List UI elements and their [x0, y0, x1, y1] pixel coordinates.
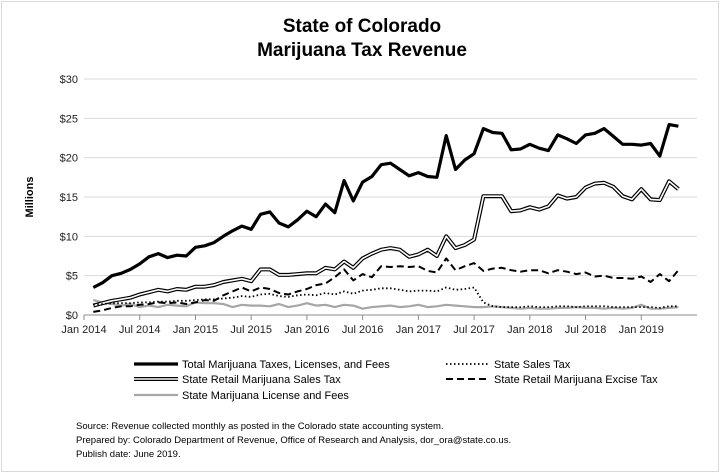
x-tick-labels: Jan 2014 Jul 2014 Jan 2015 Jul 2015 Jan 2016…	[61, 324, 664, 336]
x-tick-label: Jul 2017	[453, 324, 495, 336]
x-tick-label: Jan 2017	[396, 324, 441, 336]
chart-title-line-2: Marijuana Tax Revenue	[257, 40, 467, 61]
chart-title-line-1: State of Colorado	[283, 16, 441, 37]
y-tick-labels: $0 $5 $10 $15 $20 $25 $30	[60, 74, 78, 322]
y-tick-label: $5	[66, 271, 78, 283]
source-note-1: Source: Revenue collected monthly as pos…	[76, 421, 444, 432]
y-tick-label: $25	[60, 113, 78, 125]
x-tick-label: Jan 2014	[61, 324, 106, 336]
x-tick-label: Jan 2018	[507, 324, 552, 336]
series-line-3	[93, 257, 680, 313]
legend: Total Marijuana Taxes, Licenses, and Fee…	[134, 359, 658, 402]
legend-label-1: State Sales Tax	[494, 359, 571, 371]
legend-label-0: Total Marijuana Taxes, Licenses, and Fee…	[182, 359, 390, 371]
y-tick-label: $20	[60, 153, 78, 165]
y-tick-label: $15	[60, 192, 78, 204]
grid-lines	[83, 78, 697, 320]
x-tick-label: Jan 2015	[173, 324, 218, 336]
series-lines	[92, 122, 680, 313]
legend-label-3: State Retail Marijuana Excise Tax	[494, 374, 658, 386]
y-tick-label: $0	[66, 310, 78, 322]
legend-label-4: State Marijuana License and Fees	[182, 390, 349, 402]
series-line-2-inner	[93, 180, 679, 307]
source-note-3: Publish date: June 2019.	[76, 449, 181, 460]
x-tick-label: Jul 2018	[565, 324, 607, 336]
x-tick-label: Jul 2016	[342, 324, 384, 336]
x-tick-label: Jan 2016	[284, 324, 329, 336]
y-tick-label: $10	[60, 231, 78, 243]
x-tick-label: Jul 2015	[230, 324, 272, 336]
x-tick-label: Jan 2019	[619, 324, 664, 336]
series-line-0	[92, 122, 679, 289]
source-notes: Source: Revenue collected monthly as pos…	[76, 420, 511, 462]
y-axis-label: Millions	[24, 177, 36, 218]
series-line-4	[93, 299, 679, 310]
x-tick-label: Jul 2014	[119, 324, 161, 336]
source-note-2: Prepared by: Colorado Department of Reve…	[76, 435, 512, 446]
legend-label-2: State Retail Marijuana Sales Tax	[182, 374, 341, 386]
y-tick-label: $30	[60, 74, 78, 86]
series-line-2	[92, 179, 680, 308]
